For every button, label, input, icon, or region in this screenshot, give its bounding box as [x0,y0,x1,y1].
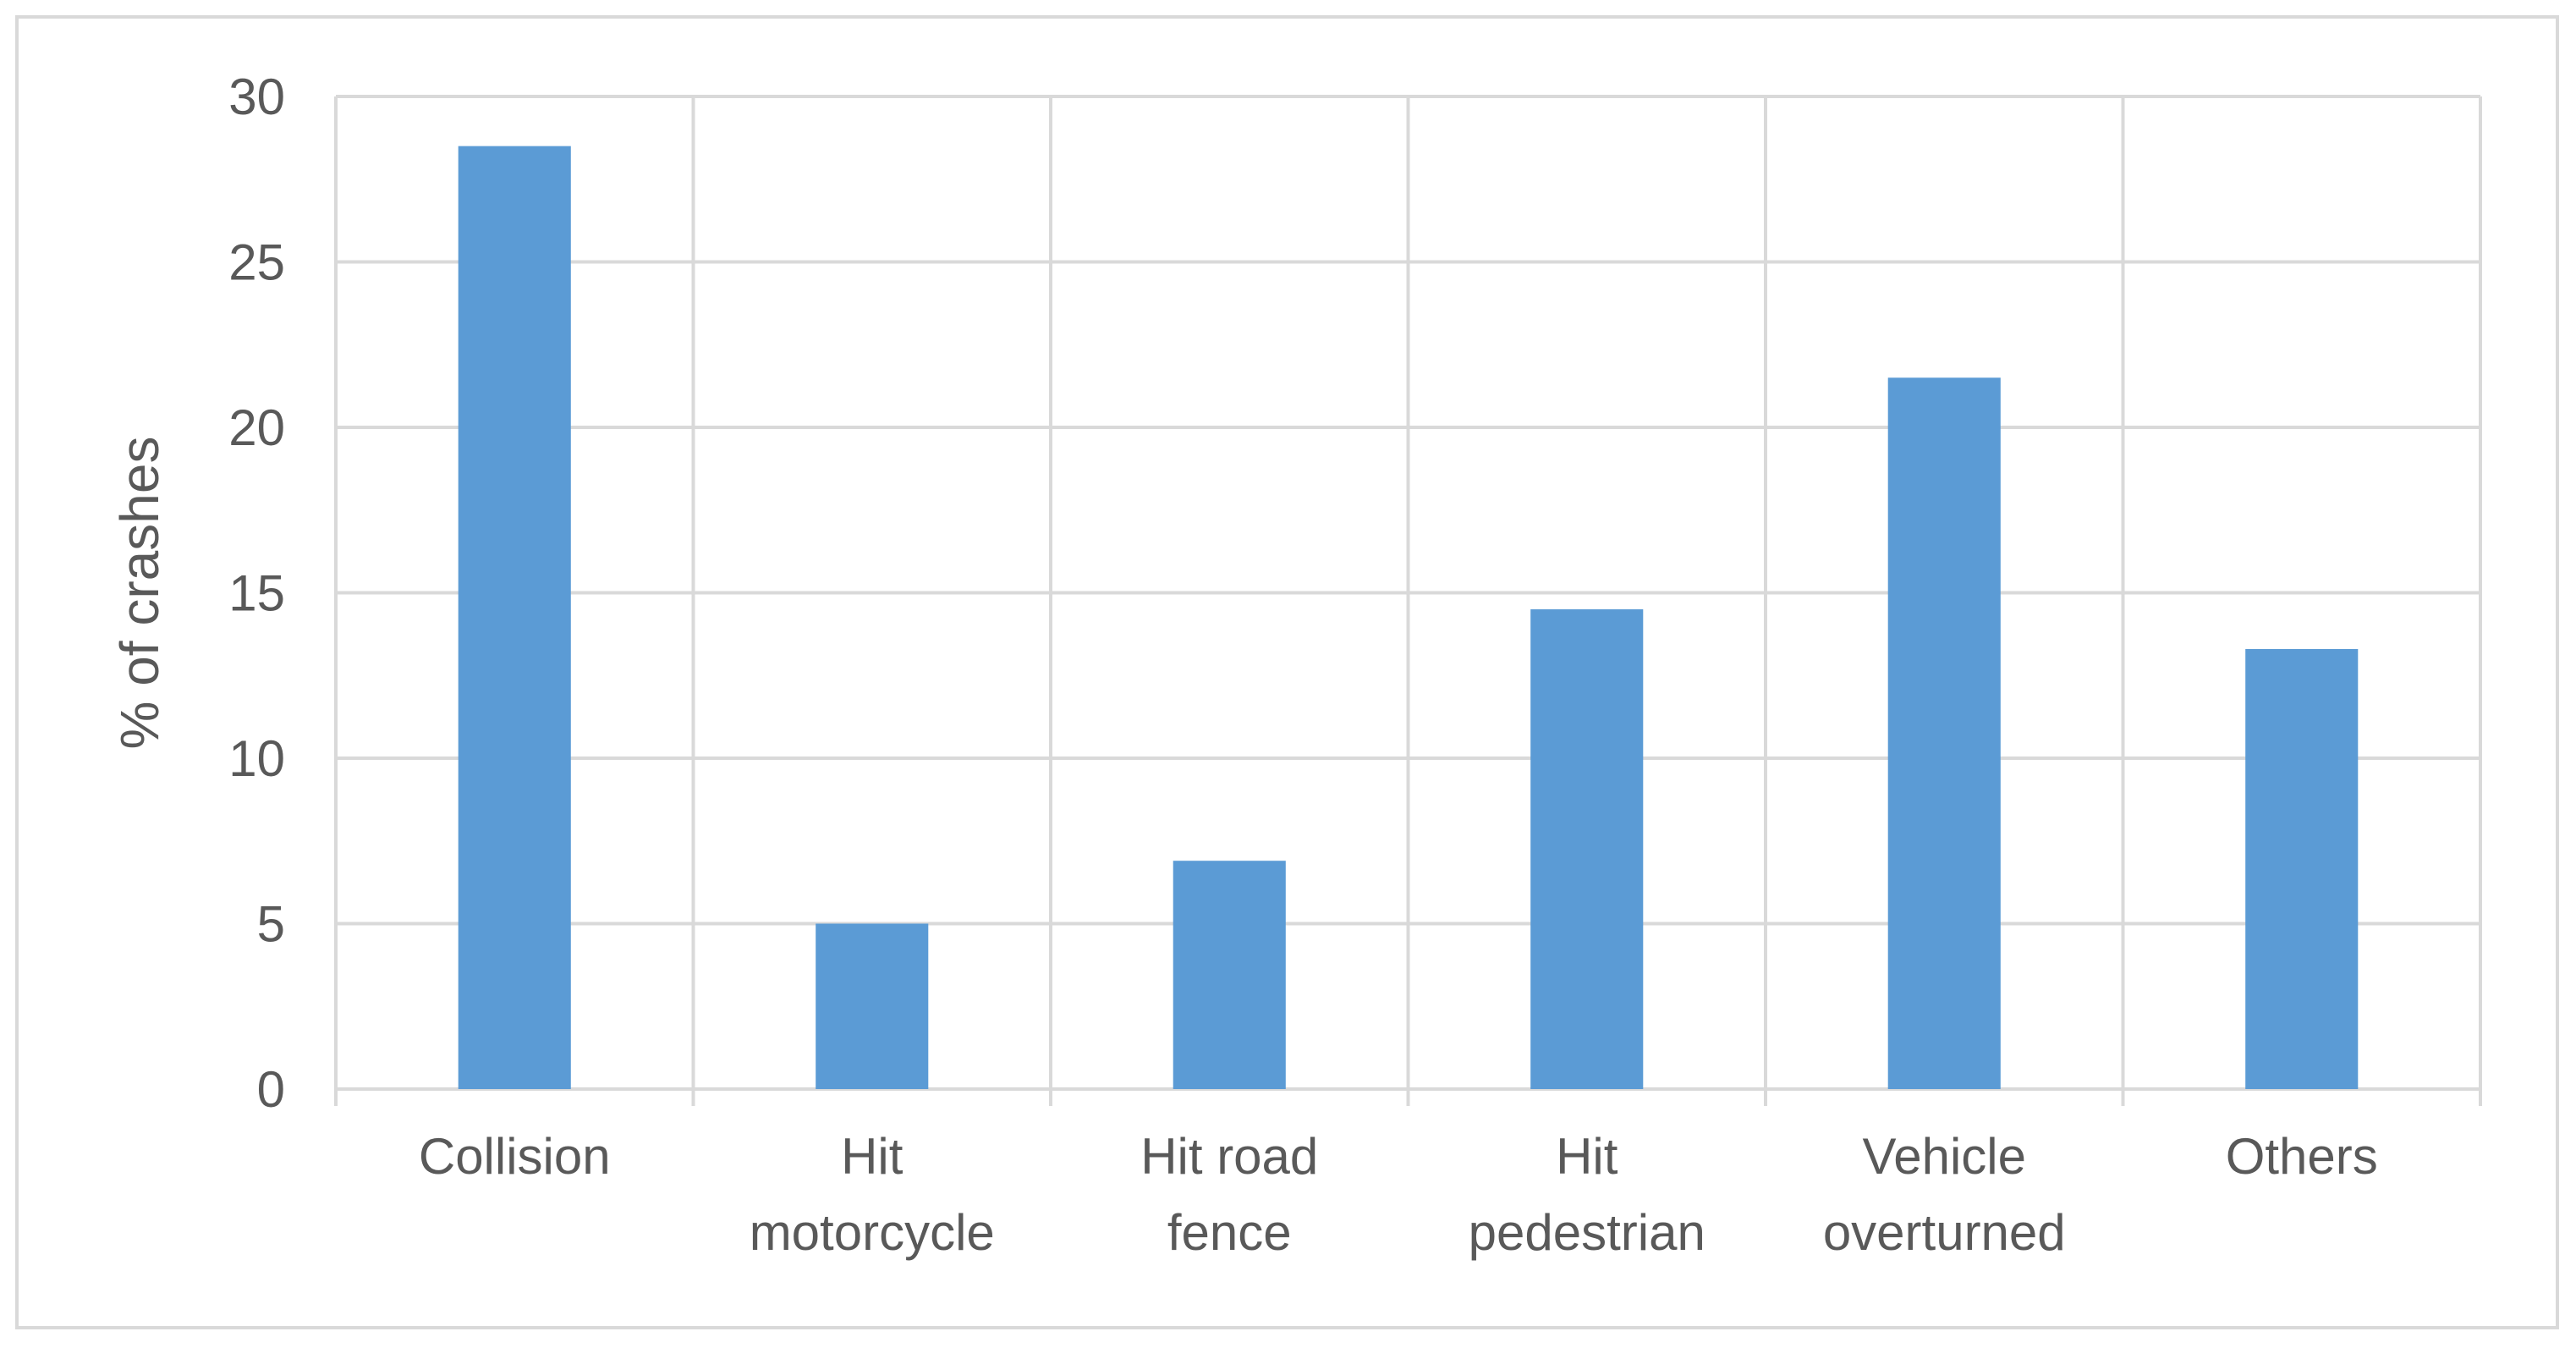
y-tick-label: 0 [257,1061,285,1118]
bar [1887,377,2001,1090]
y-axis-title: % of crashes [109,437,170,750]
x-category-label: Collision [419,1128,611,1185]
x-category-label-line: Hit road [1140,1128,1318,1185]
x-category-label-line: Collision [419,1128,611,1185]
x-category-label-line: Others [2226,1128,2378,1185]
bar [816,923,929,1089]
bar [458,146,571,1089]
x-category-label-line: motorcycle [750,1204,995,1261]
x-category-labels: Collision Hit motorcycle Hit road fence Hit pe… [419,1128,2378,1261]
x-category-label-line: overturned [1823,1204,2066,1261]
y-tick-label: 25 [228,234,285,291]
x-category-label: Hit pedestrian [1469,1128,1705,1261]
y-tick-labels: 0 5 10 15 20 25 30 [228,69,285,1118]
x-category-label-line: fence [1167,1204,1292,1261]
x-category-label: Vehicle overturned [1823,1128,2066,1261]
y-tick-label: 15 [228,565,285,622]
bar [1530,609,1644,1089]
x-category-label-line: Hit [1556,1128,1618,1185]
bar [2245,648,2359,1089]
bars [458,146,2359,1090]
x-category-label: Others [2226,1128,2378,1185]
bar [1173,861,1286,1089]
chart-frame: 0 5 10 15 20 25 30 Collision Hit motorcycle Hit r… [15,15,2559,1329]
gridlines [334,95,2482,1106]
y-tick-label: 10 [228,730,285,787]
y-tick-label: 30 [228,69,285,125]
x-category-label-line: pedestrian [1469,1204,1705,1261]
x-category-label: Hit road fence [1140,1128,1318,1261]
y-tick-label: 5 [257,896,285,953]
y-tick-label: 20 [228,399,285,456]
x-category-label-line: Hit [841,1128,904,1185]
bar-chart: 0 5 10 15 20 25 30 Collision Hit motorcycle Hit r… [109,69,2482,1261]
x-category-label: Hit motorcycle [750,1128,995,1261]
x-category-label-line: Vehicle [1863,1128,2026,1185]
